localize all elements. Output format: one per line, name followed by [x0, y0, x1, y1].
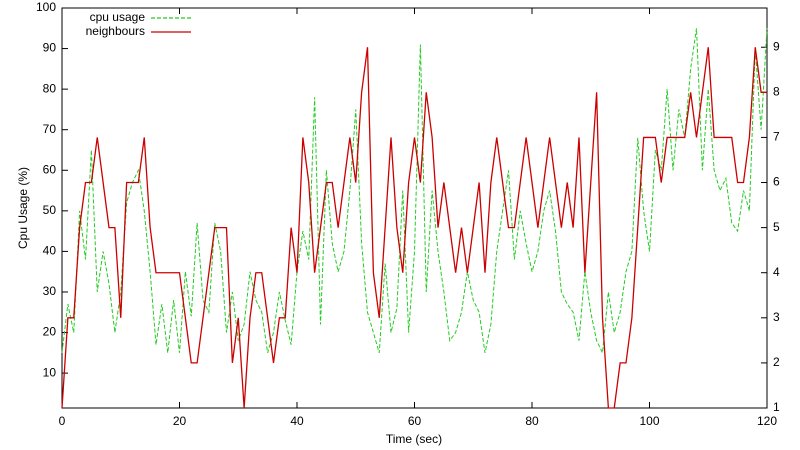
y2-tick-label: 9: [773, 39, 780, 53]
y2-tick-label: 2: [773, 355, 780, 369]
y2-tick-label: 4: [773, 265, 780, 279]
x-tick-label: 0: [59, 414, 66, 428]
y-tick-label: 40: [43, 244, 57, 258]
x-tick-label: 20: [173, 414, 187, 428]
y-tick-label: 50: [43, 203, 57, 217]
x-axis-label: Time (sec): [386, 432, 442, 446]
y2-tick-label: 3: [773, 310, 780, 324]
y-tick-label: 100: [36, 0, 56, 14]
y-tick-label: 20: [43, 325, 57, 339]
x-tick-label: 100: [639, 414, 659, 428]
y-tick-label: 60: [43, 162, 57, 176]
y-tick-label: 70: [43, 122, 57, 136]
y2-tick-label: 7: [773, 130, 780, 144]
series-line: [61, 28, 768, 355]
y-tick-label: 10: [43, 365, 57, 379]
x-tick-label: 40: [290, 414, 304, 428]
y2-tick-label: 5: [773, 220, 780, 234]
y-tick-label: 80: [43, 81, 57, 95]
series-line: [61, 47, 767, 409]
y2-tick-label: 6: [773, 175, 780, 189]
y-tick-label: 30: [43, 284, 57, 298]
x-tick-label: 80: [525, 414, 539, 428]
y2-tick-label: 1: [773, 400, 780, 414]
y-tick-label: 90: [43, 41, 57, 55]
x-tick-label: 120: [757, 414, 777, 428]
legend-label: neighbours: [86, 24, 145, 38]
x-tick-label: 60: [408, 414, 422, 428]
plot-frame: [61, 7, 768, 409]
legend-label: cpu usage: [90, 10, 146, 24]
y2-tick-label: 8: [773, 85, 780, 99]
y-axis-label: Cpu Usage (%): [16, 167, 30, 249]
